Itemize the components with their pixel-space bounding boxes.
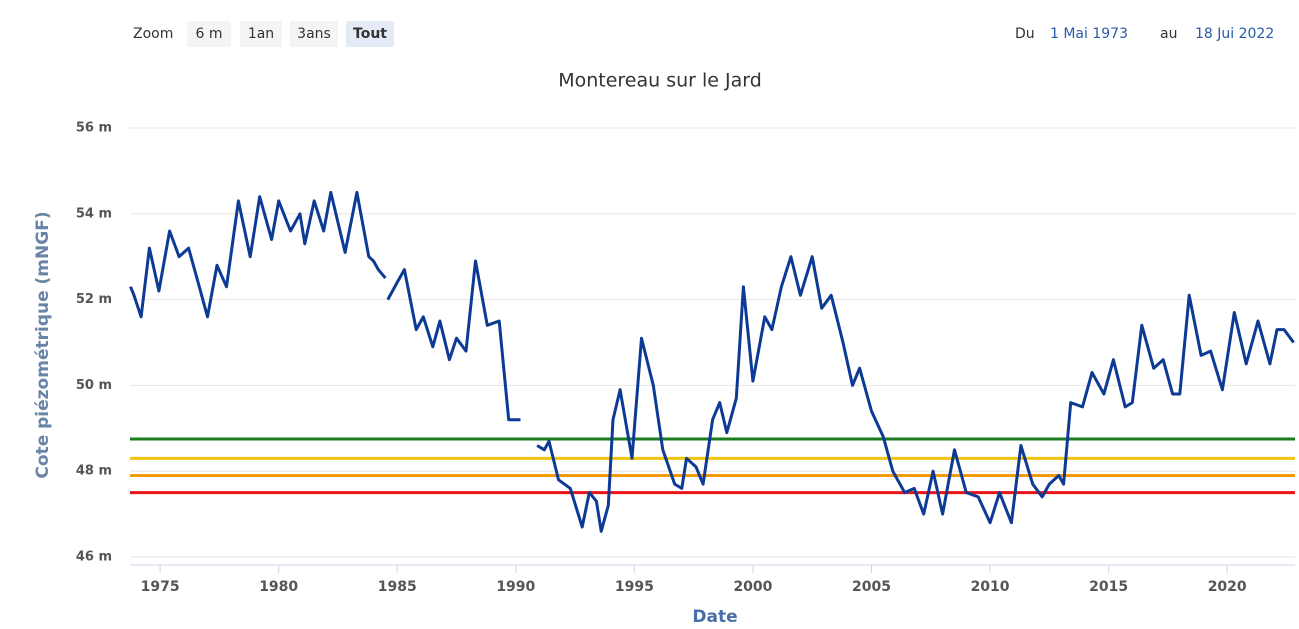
x-tick-label: 2005 [852, 579, 891, 595]
x-tick-label: 1975 [141, 579, 180, 595]
zoom-label: Zoom [133, 26, 173, 42]
from-date[interactable]: 1 Mai 1973 [1050, 26, 1128, 42]
zoom-button-label[interactable]: 3ans [297, 26, 331, 42]
x-tick-label: 1995 [615, 579, 654, 595]
y-tick-label: 56 m [76, 121, 112, 136]
x-tick-label: 1980 [259, 579, 298, 595]
y-tick-label: 52 m [76, 292, 112, 307]
chart-title: Montereau sur le Jard [558, 70, 762, 92]
y-axis-label: Cote piézométrique (mNGF) [33, 211, 53, 478]
zoom-button-label[interactable]: 1an [248, 26, 274, 42]
x-axis-label: Date [692, 607, 737, 627]
to-date[interactable]: 18 Jui 2022 [1195, 26, 1274, 42]
x-tick-label: 2000 [733, 579, 772, 595]
x-tick-label: 2015 [1089, 579, 1128, 595]
zoom-button[interactable] [240, 21, 282, 47]
from-label: Du [1015, 26, 1035, 42]
zoom-button[interactable] [346, 21, 394, 47]
y-tick-label: 46 m [76, 550, 112, 565]
zoom-button-label[interactable]: Tout [353, 26, 387, 42]
to-label: au [1160, 26, 1177, 42]
x-tick-label: 1985 [378, 579, 417, 595]
zoom-button-label[interactable]: 6 m [196, 26, 223, 42]
x-tick-label: 2020 [1208, 579, 1247, 595]
zoom-buttons: 6 m 1an 3ans Tout [187, 21, 394, 47]
zoom-button[interactable] [187, 21, 231, 47]
zoom-button[interactable] [290, 21, 338, 47]
y-tick-label: 50 m [76, 378, 112, 393]
y-tick-label: 48 m [76, 464, 112, 479]
y-tick-label: 54 m [76, 206, 112, 221]
x-tick-label: 1990 [496, 579, 535, 595]
data-line [129, 190, 1295, 533]
x-tick-label: 2010 [971, 579, 1010, 595]
